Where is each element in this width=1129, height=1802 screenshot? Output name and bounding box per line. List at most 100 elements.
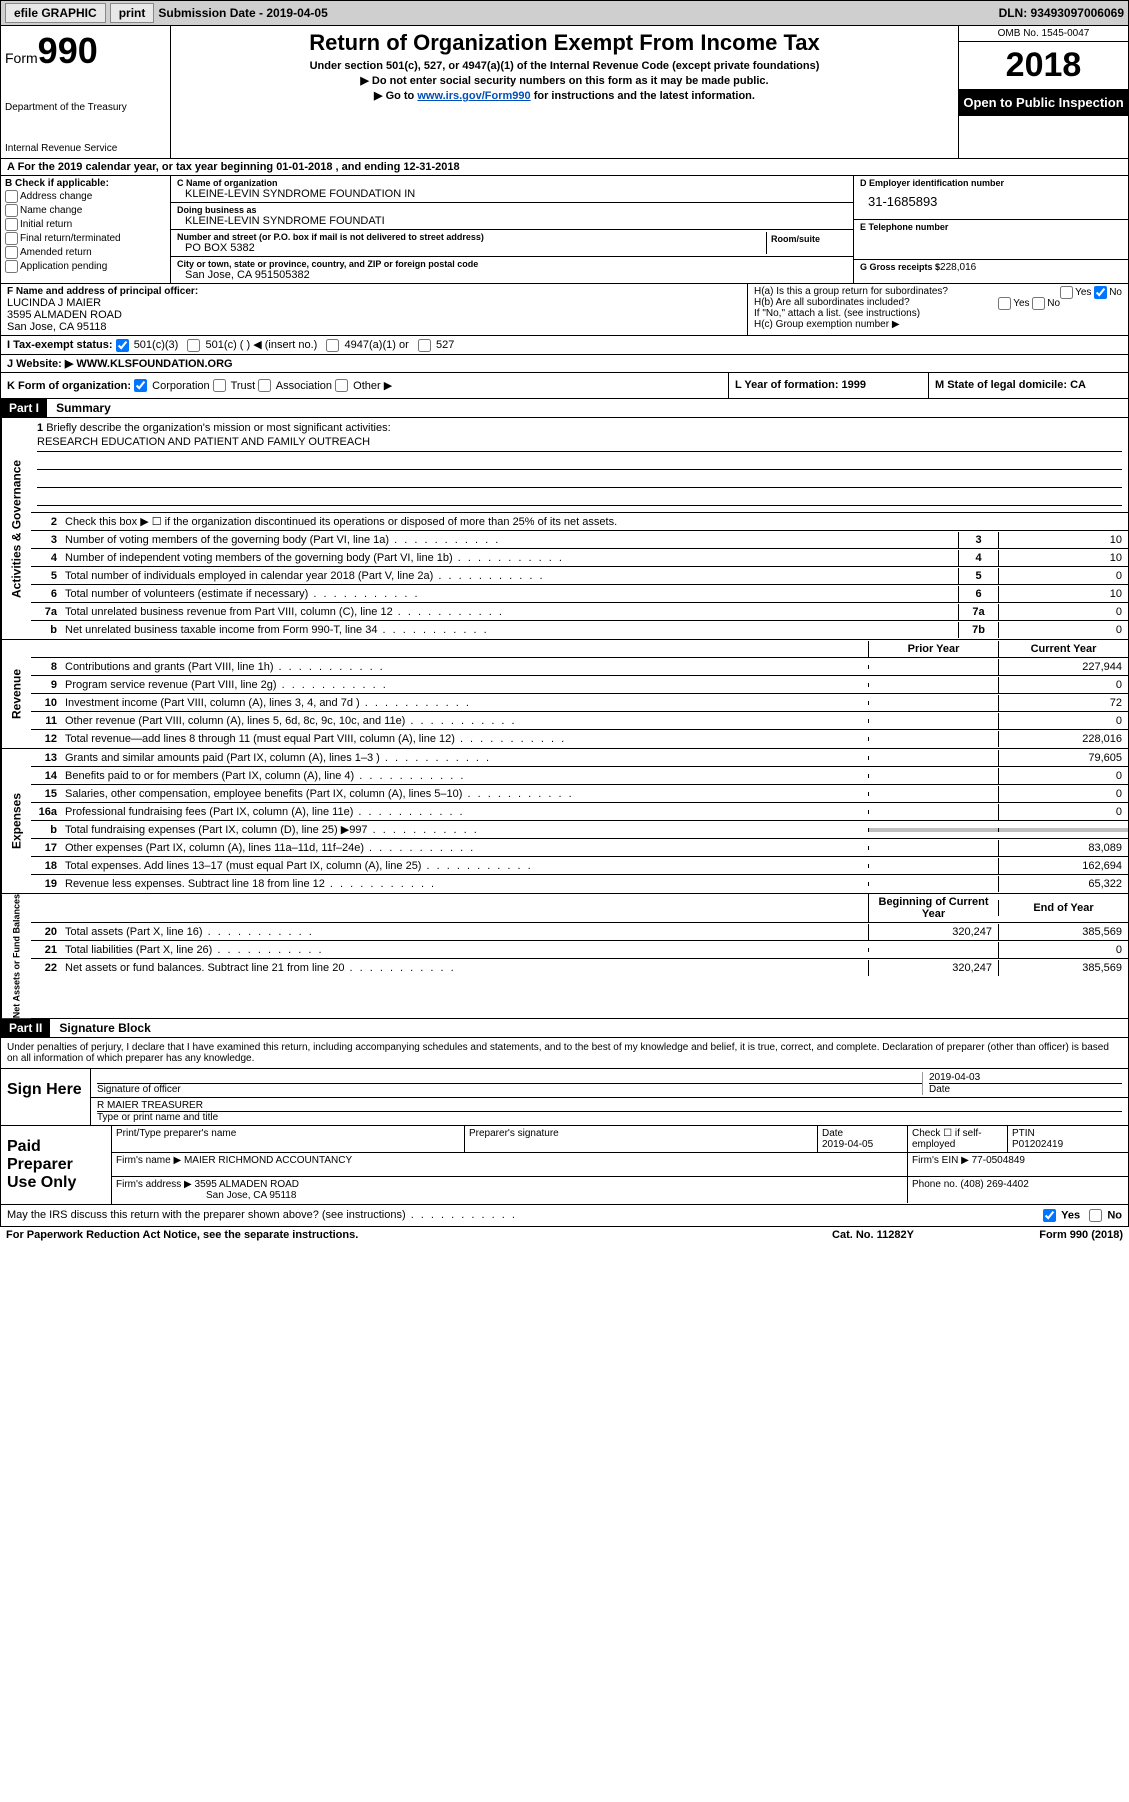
discuss-yes[interactable]: [1043, 1209, 1056, 1222]
dba-label: Doing business as: [177, 205, 847, 215]
dln-label: DLN: 93493097006069: [999, 6, 1124, 20]
officer-name-title: R MAIER TREASURER: [97, 1100, 1122, 1111]
section-b-header-block: B Check if applicable: Address change Na…: [0, 176, 1129, 284]
website-row: J Website: ▶ WWW.KLSFOUNDATION.ORG: [0, 355, 1129, 373]
sign-here-label: Sign Here: [1, 1069, 91, 1125]
chk-501c[interactable]: [187, 339, 200, 352]
hdr-current-year: Current Year: [998, 641, 1128, 657]
chk-527[interactable]: [418, 339, 431, 352]
line-12: 12Total revenue—add lines 8 through 11 (…: [31, 730, 1128, 748]
public-inspection: Open to Public Inspection: [959, 89, 1128, 116]
line-3: 3Number of voting members of the governi…: [31, 531, 1128, 549]
tax-exempt-status-row: I Tax-exempt status: 501(c)(3) 501(c) ( …: [0, 336, 1129, 355]
line2-checkbox-desc: Check this box ▶ ☐ if the organization d…: [61, 513, 1128, 530]
chk-association[interactable]: [258, 379, 271, 392]
self-employed-check[interactable]: Check ☐ if self-employed: [908, 1126, 1008, 1152]
part1-title: Summary: [50, 399, 117, 417]
chk-name-change[interactable]: Name change: [5, 204, 166, 217]
footer-row: For Paperwork Reduction Act Notice, see …: [0, 1227, 1129, 1243]
ein-label: D Employer identification number: [860, 178, 1122, 188]
city-value: San Jose, CA 951505382: [177, 269, 847, 281]
street-label: Number and street (or P.O. box if mail i…: [177, 232, 766, 242]
chk-corporation[interactable]: [134, 379, 147, 392]
firm-ein: 77-0504849: [972, 1155, 1025, 1166]
hdr-prior-year: Prior Year: [868, 641, 998, 657]
chk-trust[interactable]: [213, 379, 226, 392]
line-7a: 7aTotal unrelated business revenue from …: [31, 603, 1128, 621]
line-11: 11Other revenue (Part VIII, column (A), …: [31, 712, 1128, 730]
chk-other[interactable]: [335, 379, 348, 392]
chk-application-pending[interactable]: Application pending: [5, 260, 166, 273]
chk-501c3[interactable]: [116, 339, 129, 352]
line-5: 5Total number of individuals employed in…: [31, 567, 1128, 585]
omb-number: OMB No. 1545-0047: [959, 26, 1128, 42]
print-button[interactable]: print: [110, 3, 155, 23]
chk-initial-return[interactable]: Initial return: [5, 218, 166, 231]
hb-note: If "No," attach a list. (see instruction…: [754, 308, 1122, 319]
line-16a: 16aProfessional fundraising fees (Part I…: [31, 803, 1128, 821]
ha-yes[interactable]: [1060, 286, 1073, 299]
preparer-sig-label: Preparer's signature: [465, 1126, 818, 1152]
ha-no[interactable]: [1094, 286, 1107, 299]
chk-final-return[interactable]: Final return/terminated: [5, 232, 166, 245]
principal-officer-block: F Name and address of principal officer:…: [0, 284, 1129, 336]
line-6: 6Total number of volunteers (estimate if…: [31, 585, 1128, 603]
firm-addr2: San Jose, CA 95118: [116, 1190, 296, 1201]
efile-button[interactable]: efile GRAPHIC: [5, 3, 106, 23]
chk-address-change[interactable]: Address change: [5, 190, 166, 203]
line-19: 19Revenue less expenses. Subtract line 1…: [31, 875, 1128, 893]
principal-label: F Name and address of principal officer:: [7, 286, 741, 297]
line-4: 4Number of independent voting members of…: [31, 549, 1128, 567]
city-label: City or town, state or province, country…: [177, 259, 847, 269]
mission-text: RESEARCH EDUCATION AND PATIENT AND FAMIL…: [37, 436, 1122, 452]
hb-yes[interactable]: [998, 297, 1011, 310]
line1-label: Briefly describe the organization's miss…: [46, 422, 390, 434]
hb-no[interactable]: [1032, 297, 1045, 310]
part2-header: Part II: [1, 1019, 50, 1037]
line-15: 15Salaries, other compensation, employee…: [31, 785, 1128, 803]
room-label: Room/suite: [771, 234, 843, 244]
irs-link[interactable]: www.irs.gov/Form990: [417, 90, 530, 102]
footer-left: For Paperwork Reduction Act Notice, see …: [6, 1229, 773, 1241]
sidebar-revenue: Revenue: [1, 640, 31, 748]
org-name-label: C Name of organization: [177, 178, 847, 188]
gross-label: G Gross receipts $: [860, 262, 940, 272]
gross-value: 228,016: [940, 262, 976, 273]
discuss-row: May the IRS discuss this return with the…: [0, 1205, 1129, 1227]
line-18: 18Total expenses. Add lines 13–17 (must …: [31, 857, 1128, 875]
line-22: 22Net assets or fund balances. Subtract …: [31, 959, 1128, 977]
year-formation: L Year of formation: 1999: [735, 379, 866, 391]
line-13: 13Grants and similar amounts paid (Part …: [31, 749, 1128, 767]
form-title: Return of Organization Exempt From Incom…: [179, 30, 950, 56]
line-17: 17Other expenses (Part IX, column (A), l…: [31, 839, 1128, 857]
footer-cat: Cat. No. 11282Y: [773, 1229, 973, 1241]
line-8: 8Contributions and grants (Part VIII, li…: [31, 658, 1128, 676]
dept-treasury: Department of the Treasury: [5, 102, 166, 113]
submission-date: Submission Date - 2019-04-05: [158, 6, 327, 20]
chk-4947[interactable]: [326, 339, 339, 352]
preparer-name-label: Print/Type preparer's name: [112, 1126, 465, 1152]
hdr-end-year: End of Year: [998, 900, 1128, 916]
part2-title: Signature Block: [53, 1019, 156, 1037]
org-name: KLEINE-LEVIN SYNDROME FOUNDATION IN: [177, 188, 847, 200]
firm-name: MAIER RICHMOND ACCOUNTANCY: [184, 1155, 352, 1166]
signature-officer-field[interactable]: Signature of officer: [97, 1071, 922, 1095]
phone-label: E Telephone number: [860, 222, 1122, 232]
chk-amended-return[interactable]: Amended return: [5, 246, 166, 259]
principal-addr2: San Jose, CA 95118: [7, 321, 741, 333]
part1-header: Part I: [1, 399, 47, 417]
subtitle-3: ▶ Go to www.irs.gov/Form990 for instruct…: [179, 89, 950, 102]
ein-value: 31-1685893: [860, 188, 1122, 209]
hc-group-exemption: H(c) Group exemption number ▶: [754, 319, 1122, 330]
website-value: WWW.KLSFOUNDATION.ORG: [76, 358, 232, 370]
discuss-no[interactable]: [1089, 1209, 1102, 1222]
line-20: 20Total assets (Part X, line 16)320,2473…: [31, 923, 1128, 941]
line-7b: bNet unrelated business taxable income f…: [31, 621, 1128, 639]
ha-group-return: H(a) Is this a group return for subordin…: [754, 286, 1122, 297]
irs-label: Internal Revenue Service: [5, 143, 166, 154]
principal-name: LUCINDA J MAIER: [7, 297, 741, 309]
sidebar-governance: Activities & Governance: [1, 418, 31, 639]
subtitle-1: Under section 501(c), 527, or 4947(a)(1)…: [179, 60, 950, 72]
line-9: 9Program service revenue (Part VIII, lin…: [31, 676, 1128, 694]
top-toolbar: efile GRAPHIC print Submission Date - 20…: [0, 0, 1129, 26]
